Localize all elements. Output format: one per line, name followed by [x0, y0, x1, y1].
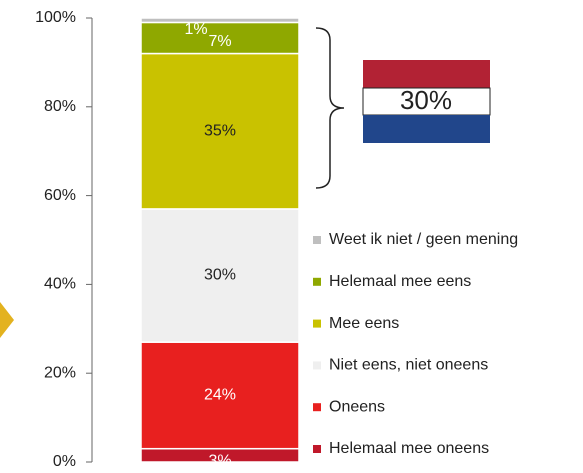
legend-swatch — [313, 319, 321, 328]
value-label: 1% — [184, 21, 207, 38]
flag: 30% — [362, 60, 491, 143]
legend-label: Niet eens, niet oneens — [329, 357, 488, 374]
legend-label: Helemaal mee oneens — [329, 440, 489, 457]
flag-white — [362, 87, 491, 116]
y-tick-label: 20% — [44, 364, 76, 381]
bracket — [315, 27, 345, 189]
bar-segment — [140, 52, 300, 210]
y-tick-label: 100% — [35, 9, 76, 26]
y-tick-label: 60% — [44, 187, 76, 204]
value-label: 35% — [204, 122, 236, 139]
bar-segment — [140, 21, 300, 55]
decor-arrow — [0, 302, 14, 338]
y-tick-label: 0% — [53, 453, 76, 468]
value-label: 7% — [208, 33, 231, 50]
legend-label: Weet ik niet / geen mening — [329, 231, 518, 248]
flag-red — [363, 60, 490, 88]
legend-swatch — [313, 445, 321, 453]
flag-blue — [363, 115, 490, 143]
legend-label: Oneens — [329, 398, 385, 415]
legend-swatch — [313, 236, 321, 244]
annotation: 30% — [400, 85, 452, 115]
legend-swatch — [313, 277, 321, 286]
bar-segment — [140, 208, 300, 343]
legend-label: Helemaal mee eens — [329, 273, 471, 290]
y-tick-label: 80% — [44, 98, 76, 115]
legend-swatch — [313, 361, 321, 370]
value-label: 24% — [204, 387, 236, 404]
bar-segment — [140, 17, 300, 24]
legend-label: Mee eens — [329, 315, 399, 332]
legend-swatch — [313, 403, 321, 412]
y-tick-label: 40% — [44, 276, 76, 293]
value-label: 30% — [204, 267, 236, 284]
bar-segment — [140, 341, 300, 450]
value-label: 3% — [208, 453, 231, 468]
